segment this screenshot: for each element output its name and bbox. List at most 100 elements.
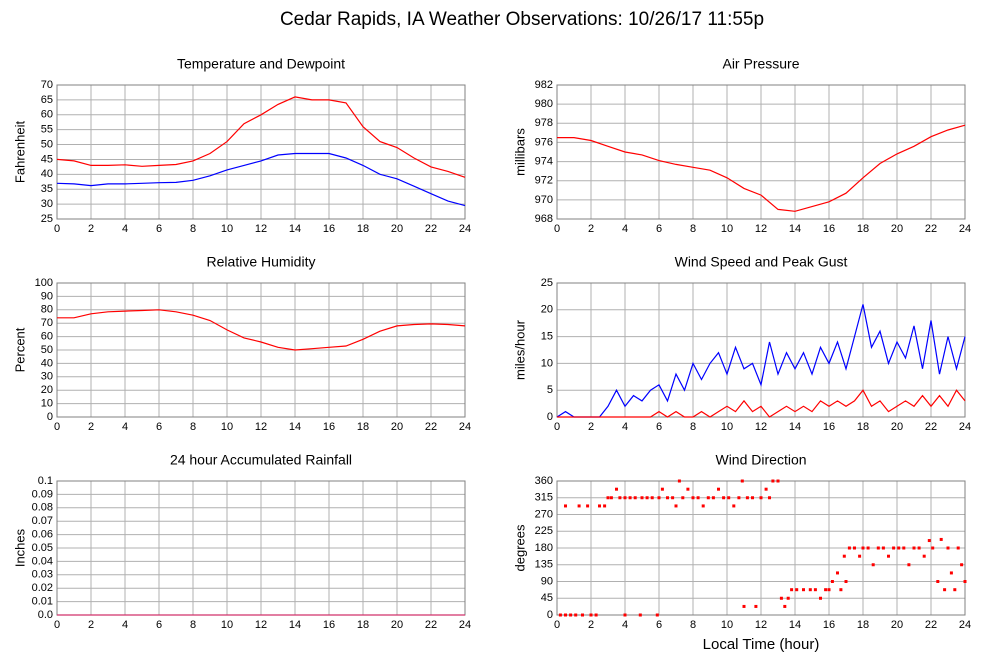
data-point <box>623 496 627 500</box>
x-tick-label: 12 <box>755 421 767 433</box>
data-line <box>557 124 966 212</box>
x-tick-label: 12 <box>255 619 267 631</box>
chart-title: Wind Direction <box>715 452 806 468</box>
x-tick-label: 20 <box>891 223 903 235</box>
data-point <box>881 546 885 550</box>
data-point <box>677 479 681 483</box>
x-tick-label: 14 <box>789 223 801 235</box>
x-tick-label: 2 <box>588 223 594 235</box>
data-point <box>866 546 870 550</box>
x-tick-label: 22 <box>425 223 437 235</box>
data-point <box>844 580 848 583</box>
x-tick-label: 18 <box>857 421 869 433</box>
y-tick-label: 65 <box>41 94 53 106</box>
y-tick-label: 315 <box>535 492 553 504</box>
data-point <box>581 613 584 617</box>
y-tick-label: 0.07 <box>32 515 53 527</box>
data-point <box>564 613 567 617</box>
data-point <box>876 546 880 550</box>
data-point <box>786 596 790 600</box>
data-point <box>660 487 664 491</box>
x-tick-label: 6 <box>156 619 162 631</box>
data-line <box>56 152 466 207</box>
x-tick-label: 24 <box>459 421 471 433</box>
data-point <box>615 487 618 491</box>
chart-title: 24 hour Accumulated Rainfall <box>170 452 352 468</box>
data-point <box>776 479 780 483</box>
data-point <box>594 613 598 617</box>
x-tick-label: 0 <box>554 223 560 235</box>
data-point <box>650 496 654 500</box>
y-tick-label: 10 <box>41 398 53 410</box>
data-point <box>628 496 632 500</box>
y-tick-label: 976 <box>535 136 553 148</box>
data-point <box>569 613 573 617</box>
x-tick-label: 4 <box>122 421 128 433</box>
x-tick-label: 18 <box>357 421 369 433</box>
data-point <box>645 496 649 500</box>
data-point <box>771 479 775 483</box>
y-tick-label: 45 <box>541 592 553 604</box>
data-point <box>633 496 637 500</box>
y-tick-label: 970 <box>535 194 553 206</box>
data-point <box>751 496 754 500</box>
data-point <box>589 613 593 617</box>
y-tick-label: 20 <box>41 384 53 396</box>
x-tick-label: 8 <box>190 421 196 433</box>
data-point <box>813 588 817 592</box>
y-tick-label: 980 <box>535 98 553 110</box>
x-tick-label: 22 <box>925 223 937 235</box>
y-tick-label: 0.04 <box>32 555 53 567</box>
data-point <box>795 588 799 592</box>
data-point <box>892 546 896 550</box>
y-tick-label: 270 <box>535 508 553 520</box>
data-point <box>802 588 805 592</box>
data-point <box>598 504 601 508</box>
chart-title: Air Pressure <box>722 56 799 72</box>
data-point <box>623 613 627 617</box>
x-tick-label: 24 <box>459 619 471 631</box>
data-point <box>953 588 957 592</box>
data-point <box>839 588 843 592</box>
data-point <box>727 496 731 500</box>
data-point <box>847 546 851 550</box>
data-point <box>922 554 926 558</box>
y-tick-label: 50 <box>41 344 53 356</box>
y-tick-label: 60 <box>41 109 53 121</box>
data-point <box>740 479 744 483</box>
data-point <box>861 546 865 550</box>
plot-frame <box>556 480 966 616</box>
chart-title: Relative Humidity <box>207 254 316 270</box>
y-tick-label: 0.08 <box>32 502 53 514</box>
data-point <box>949 571 953 575</box>
data-point <box>907 563 911 567</box>
x-tick-label: 10 <box>721 421 733 433</box>
x-tick-label: 16 <box>823 619 835 631</box>
y-tick-label: 30 <box>41 198 53 210</box>
x-tick-label: 8 <box>690 619 696 631</box>
y-axis-label: millibars <box>512 128 527 176</box>
x-tick-label: 2 <box>88 421 94 433</box>
x-tick-label: 24 <box>959 223 971 235</box>
y-tick-label: 982 <box>535 79 553 91</box>
data-point <box>759 496 763 500</box>
x-tick-label: 2 <box>588 619 594 631</box>
data-line <box>57 309 466 351</box>
x-tick-label: 22 <box>925 421 937 433</box>
data-point <box>936 580 940 583</box>
data-point <box>722 496 726 500</box>
y-tick-label: 40 <box>41 357 53 369</box>
data-point <box>638 613 642 617</box>
x-tick-label: 24 <box>459 223 471 235</box>
x-tick-label: 16 <box>323 619 335 631</box>
data-point <box>609 496 613 500</box>
data-line <box>56 96 466 178</box>
data-point <box>768 496 771 500</box>
y-tick-label: 30 <box>41 371 53 383</box>
y-tick-label: 45 <box>41 153 53 165</box>
data-point <box>960 563 964 567</box>
y-tick-label: 972 <box>535 175 553 187</box>
data-point <box>912 546 916 550</box>
y-tick-label: 0.01 <box>32 596 53 608</box>
x-tick-label: 22 <box>925 619 937 631</box>
